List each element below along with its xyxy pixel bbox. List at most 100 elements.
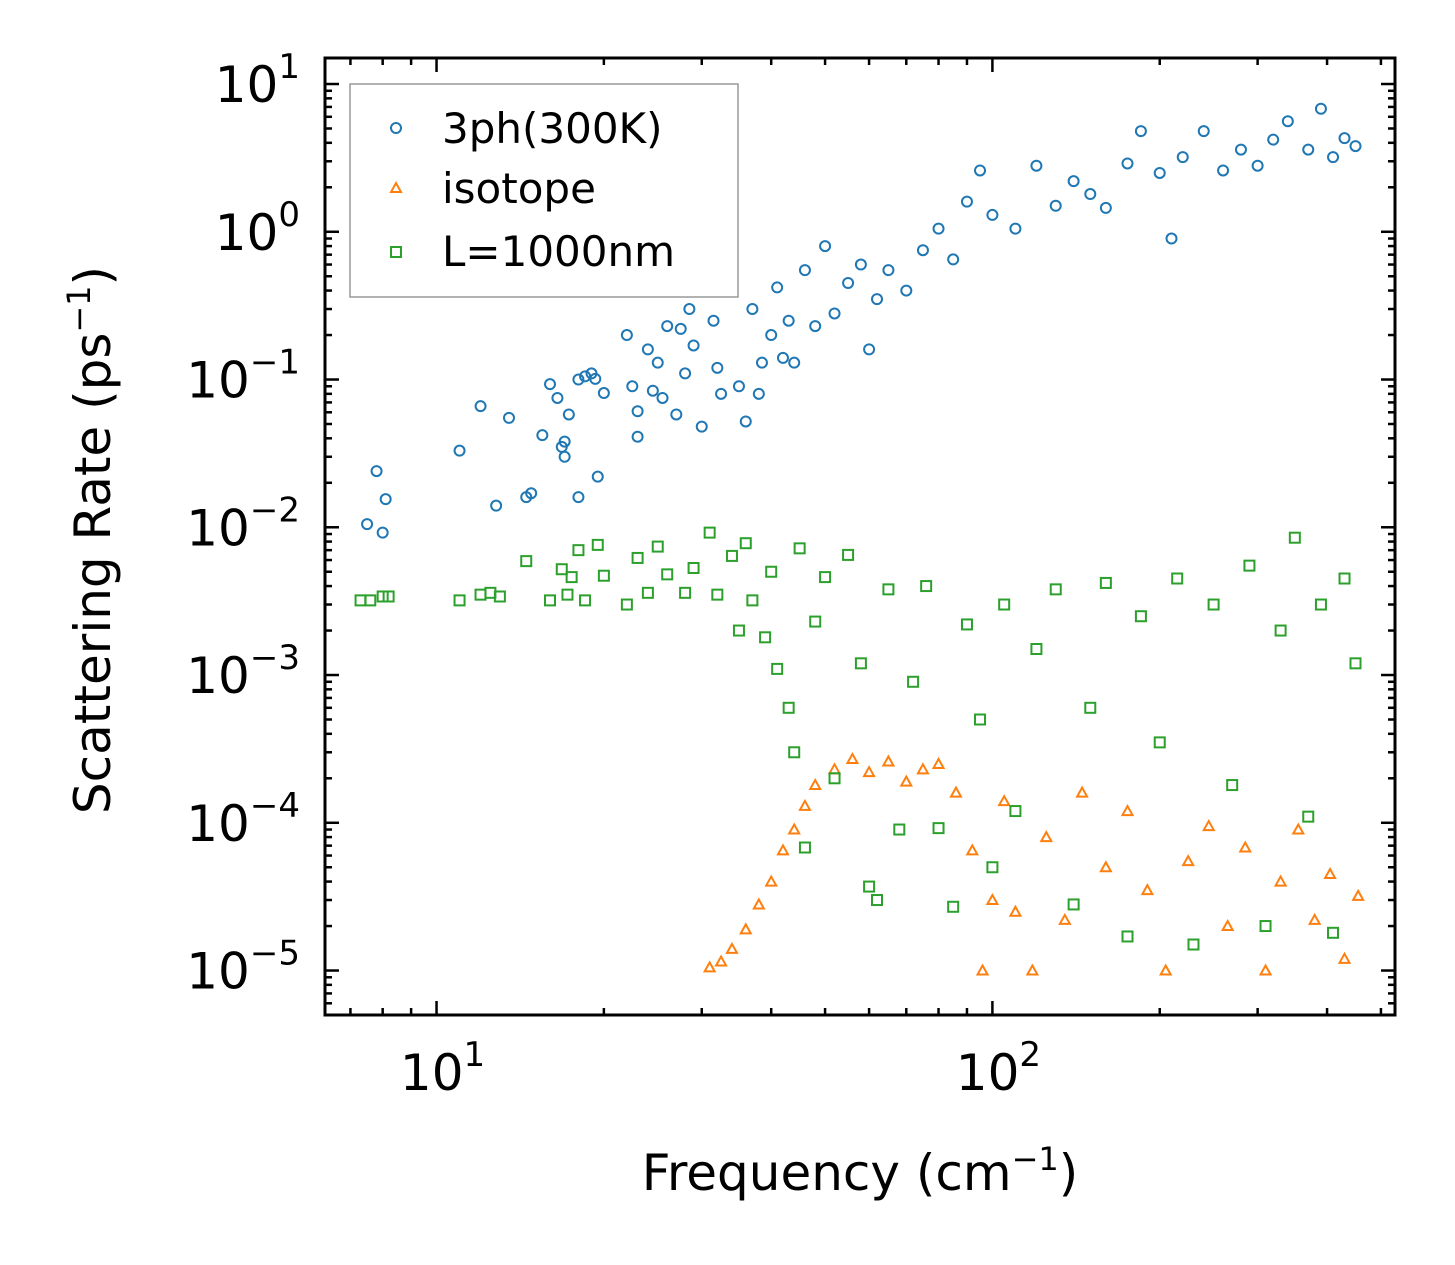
data-point (1171, 572, 1184, 585)
x-tick-label: 102 (956, 1035, 1041, 1102)
data-point (1049, 199, 1062, 212)
data-point (1187, 938, 1200, 951)
data-point (725, 941, 739, 954)
data-point (788, 746, 801, 759)
data-point (674, 322, 687, 335)
data-point (376, 526, 389, 539)
data-point (793, 542, 806, 555)
data-point (788, 356, 801, 369)
series-3 (354, 526, 1362, 951)
data-point (1067, 898, 1080, 911)
data-point (1267, 133, 1280, 146)
data-point (916, 762, 930, 775)
data-point (651, 540, 664, 553)
data-point (986, 861, 999, 874)
data-point (828, 307, 841, 320)
data-point (827, 762, 842, 775)
legend-marker-l1000nm (390, 246, 402, 258)
data-point (960, 618, 973, 631)
data-point (882, 264, 895, 277)
data-point (379, 493, 392, 506)
data-point (1140, 883, 1155, 896)
data-point (974, 164, 987, 177)
data-point (1349, 140, 1362, 153)
data-point (965, 843, 979, 856)
data-point (1273, 874, 1288, 887)
data-point (1121, 157, 1134, 170)
data-point (687, 562, 700, 575)
data-point (1274, 624, 1287, 637)
data-point (1351, 888, 1365, 901)
data-point (620, 598, 633, 611)
data-point (631, 430, 644, 443)
data-point (845, 751, 860, 765)
data-point (1197, 125, 1210, 138)
data-point (765, 329, 778, 342)
data-point (1153, 736, 1166, 749)
data-point (715, 387, 728, 400)
data-point (382, 590, 395, 603)
data-point (525, 487, 538, 500)
legend-label-3ph: 3ph(300K) (442, 104, 662, 153)
data-point (1226, 779, 1239, 792)
data-point (490, 499, 503, 512)
data-point (771, 662, 784, 675)
data-point (1327, 151, 1340, 164)
data-point (752, 897, 766, 910)
data-point (746, 594, 759, 607)
data-point (502, 411, 515, 424)
data-point (354, 594, 367, 607)
data-point (1202, 819, 1216, 832)
data-point (755, 356, 768, 369)
data-point (916, 244, 929, 257)
y-tick-label: 10−1 (186, 343, 300, 410)
data-point (1099, 860, 1113, 873)
data-point (1099, 201, 1112, 214)
data-point (707, 314, 720, 327)
data-point (932, 222, 945, 235)
data-point (819, 240, 832, 253)
data-point (854, 657, 867, 670)
data-point (687, 339, 700, 352)
data-point (1307, 912, 1322, 925)
data-point (998, 598, 1011, 611)
data-point (679, 367, 692, 380)
data-point (862, 765, 876, 778)
data-point (711, 588, 724, 601)
data-point (798, 841, 811, 854)
data-point (985, 892, 1000, 906)
data-point (558, 450, 571, 463)
data-point (819, 571, 832, 584)
data-point (544, 378, 557, 391)
data-point (1153, 166, 1166, 179)
data-point (725, 549, 738, 562)
data-point (931, 756, 946, 769)
series-1 (361, 102, 1362, 539)
data-point (1238, 840, 1252, 853)
data-point (842, 277, 855, 290)
data-series (354, 102, 1365, 976)
data-point (809, 615, 822, 628)
data-point (828, 772, 841, 785)
legend-label-l1000nm: L=1000nm (442, 227, 675, 276)
data-point (631, 405, 644, 418)
data-point (975, 963, 990, 976)
data-point (474, 588, 487, 601)
data-point (1049, 583, 1062, 596)
data-point (960, 195, 973, 208)
data-point (776, 351, 789, 364)
data-point (551, 391, 564, 404)
data-point (863, 880, 876, 893)
data-point (1134, 610, 1147, 623)
y-tick-label: 10−4 (186, 786, 300, 853)
data-point (1327, 926, 1340, 939)
data-point (1251, 159, 1264, 172)
data-point (732, 380, 745, 393)
x-axis-label: Frequency (cm−1) (642, 1140, 1079, 1202)
data-point (1337, 951, 1352, 964)
data-point (1338, 572, 1351, 585)
data-point (899, 774, 913, 787)
data-point (932, 822, 945, 835)
data-point (808, 777, 822, 791)
data-point (1207, 598, 1220, 611)
